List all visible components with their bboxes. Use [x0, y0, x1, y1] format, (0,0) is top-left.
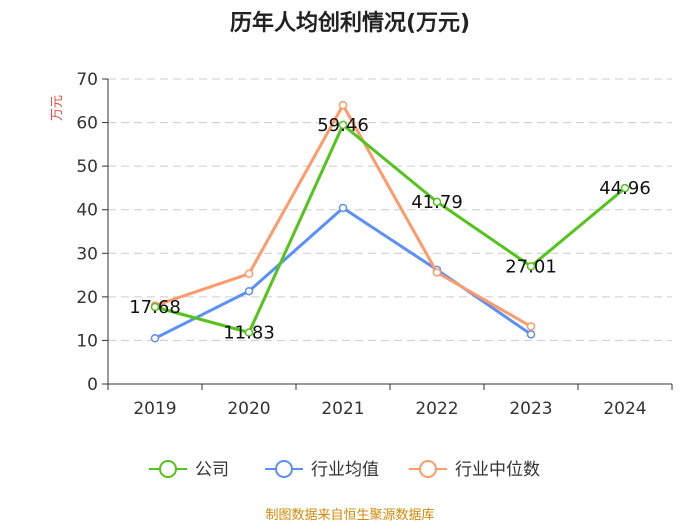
data-label: 11.83: [223, 322, 275, 343]
series-point-2: [338, 100, 348, 110]
y-tick-label: 0: [87, 375, 98, 395]
series-point-0: [150, 302, 160, 312]
y-tick-label: 70: [76, 70, 98, 90]
chart-title: 历年人均创利情况(万元): [230, 10, 470, 36]
legend-label: 行业均值: [311, 460, 379, 480]
y-axis-label: 万元: [50, 95, 65, 121]
data-label: 41.79: [411, 192, 463, 213]
series-point-1: [244, 286, 254, 296]
series-point-0: [432, 197, 442, 207]
x-tick-label: 2023: [509, 399, 552, 419]
y-tick-label: 50: [76, 157, 98, 177]
x-tick-label: 2022: [415, 399, 458, 419]
legend-label: 行业中位数: [455, 460, 540, 480]
series-point-2: [526, 322, 536, 331]
legend-label: 公司: [195, 460, 229, 480]
y-tick-label: 60: [76, 114, 98, 134]
series-point-0: [244, 328, 254, 337]
series-point-2: [244, 269, 254, 279]
data-label: 27.01: [505, 256, 557, 277]
x-tick-label: 2020: [227, 399, 270, 419]
axes: 0 10 20 30 40 50 60 70 2019 2020 2021 2022 2023 2024: [76, 70, 673, 419]
series-point-2: [432, 268, 442, 277]
grid-lines: [108, 78, 672, 341]
x-tick-label: 2024: [603, 399, 646, 419]
source-note: 制图数据来自恒生聚源数据库: [265, 507, 434, 523]
series-line-0: [154, 123, 626, 334]
data-label: 44.96: [599, 178, 651, 199]
x-tick-label: 2019: [133, 399, 176, 419]
series-point-1: [526, 330, 536, 339]
series-point-0: [620, 183, 630, 193]
series-point-0: [526, 262, 536, 271]
y-tick-label: 10: [76, 331, 98, 351]
series-point-1: [150, 334, 160, 343]
y-tick-label: 30: [76, 244, 98, 264]
legend-marker: [159, 460, 177, 478]
data-label: 59.46: [317, 115, 369, 136]
series-point-1: [338, 203, 348, 213]
legend-marker: [419, 460, 437, 478]
y-tick-label: 40: [76, 201, 98, 221]
series-line-2: [154, 103, 532, 328]
data-labels: 17.68 11.83 59.46 41.79 27.01 44.96: [129, 115, 651, 344]
legend: 公司 行业均值 行业中位数: [149, 460, 540, 480]
legend-marker: [275, 460, 293, 478]
series-layer: [150, 100, 630, 343]
series-point-0: [338, 120, 348, 130]
x-tick-label: 2021: [321, 399, 364, 419]
y-tick-label: 20: [76, 288, 98, 308]
data-label: 17.68: [129, 297, 181, 318]
